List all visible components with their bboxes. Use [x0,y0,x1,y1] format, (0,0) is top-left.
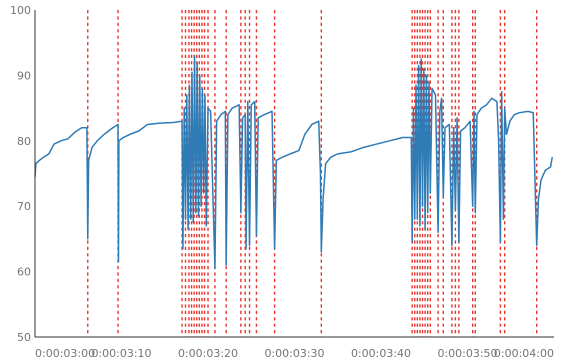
x-tick-label: 0:00:03:10 [91,347,151,360]
y-tick-label: 60 [17,266,31,279]
tick-labels: 50 60 70 80 90 100 0:00:03:000:00:03:10 0:00:03… [10,4,554,360]
y-tick-label: 50 [17,331,31,344]
axes [34,10,554,338]
series-line [34,55,554,270]
y-tick-label: 70 [17,200,31,213]
y-tick-label: 80 [17,135,31,148]
x-tick-label: 0:00:03:30 [264,347,324,360]
y-tick-label: 100 [10,4,31,17]
x-tick-label: 0:00:03:50 [437,347,497,360]
y-tick-label: 90 [17,69,31,82]
x-tick-label: 0:00:04:00 [494,347,554,360]
x-tick-label: 0:00:03:00 [35,347,95,360]
x-tick-label: 0:00:03:40 [351,347,411,360]
series-layer [34,55,554,270]
event-markers [87,10,538,337]
x-tick-label: 0:00:03:20 [178,347,238,360]
